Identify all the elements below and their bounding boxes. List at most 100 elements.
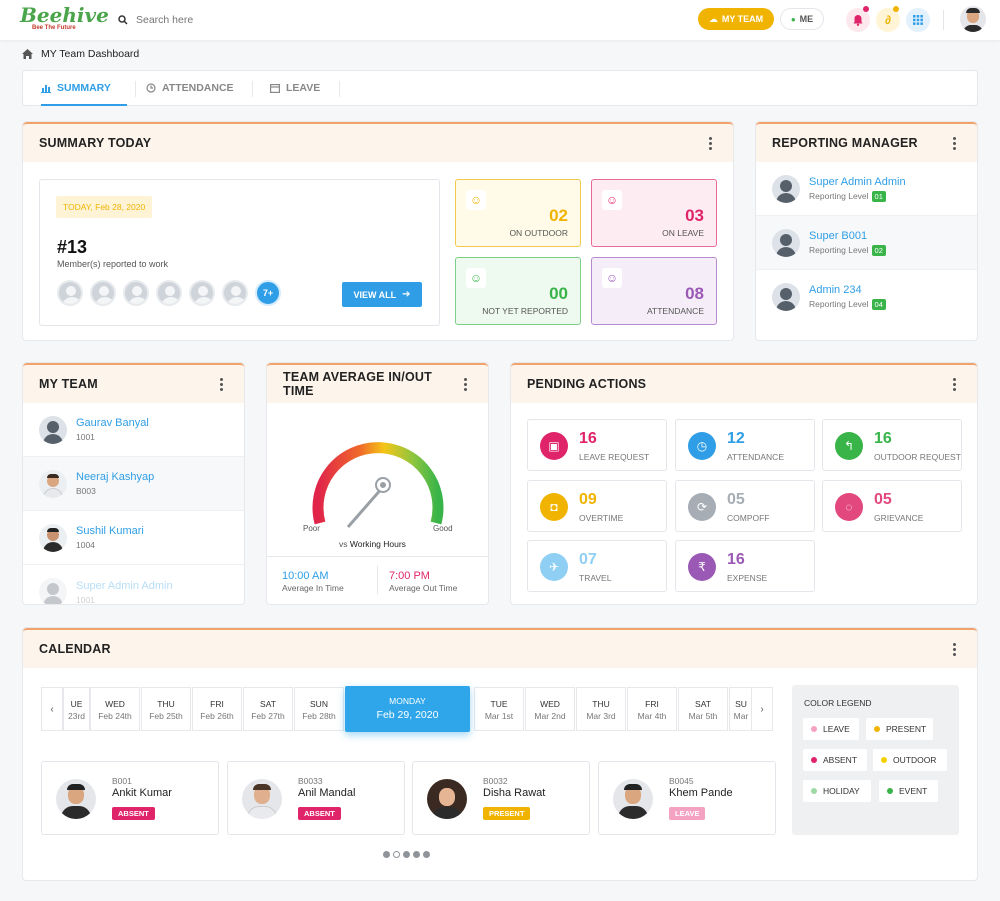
paperclip-icon: ∂	[885, 13, 891, 27]
selected-date-cell[interactable]: MONDAY Feb 29, 2020	[345, 686, 470, 732]
profile-avatar[interactable]	[960, 6, 986, 32]
day-name: THU	[157, 699, 175, 709]
search-input[interactable]	[136, 14, 296, 26]
action-compoff[interactable]: ⟳ 05 COMPOFF	[675, 480, 815, 532]
logo-tagline: Bee The Future	[32, 25, 76, 31]
employee-card[interactable]: B0033 Anil Mandal ABSENT	[227, 761, 405, 835]
team-member-row[interactable]: Gaurav Banyal 1001	[23, 403, 244, 457]
member-avatar[interactable]	[189, 280, 215, 306]
member-name[interactable]: Super Admin Admin	[76, 579, 173, 592]
prev-arrow-button[interactable]: ‹	[41, 687, 63, 731]
logo[interactable]: Beehive Bee The Future	[20, 5, 109, 35]
legend-title: COLOR LEGEND	[804, 698, 872, 708]
stat-label: ON OUTDOOR	[509, 228, 568, 238]
member-name[interactable]: Gaurav Banyal	[76, 417, 149, 429]
avatar	[39, 469, 67, 498]
tab-leave[interactable]: LEAVE	[270, 82, 320, 94]
legend-event: EVENT	[879, 780, 938, 802]
manager-row[interactable]: Super Admin Admin Reporting Level 01	[756, 162, 977, 216]
search-bar[interactable]	[118, 11, 318, 29]
date-cell[interactable]: UE 23rd	[63, 687, 90, 731]
my-team-menu-icon[interactable]	[214, 377, 228, 391]
carousel-dot[interactable]	[393, 851, 400, 858]
manager-name[interactable]: Admin 234	[809, 284, 862, 296]
team-member-row[interactable]: Super Admin Admin 1001	[23, 565, 244, 604]
action-expense[interactable]: ₹ 16 EXPENSE	[675, 540, 815, 592]
action-leave-request[interactable]: ▣ 16 LEAVE REQUEST	[527, 419, 667, 471]
manager-name[interactable]: Super B001	[809, 229, 868, 242]
tab-summary[interactable]: SUMMARY	[41, 82, 111, 94]
date-cell[interactable]: SU Mar	[729, 687, 753, 731]
carousel-dot[interactable]	[423, 851, 430, 858]
member-avatar[interactable]	[156, 280, 182, 306]
employee-card[interactable]: B0045 Khem Pande LEAVE	[598, 761, 776, 835]
employee-avatar	[427, 779, 467, 819]
date-cell[interactable]: THU Mar 3rd	[576, 687, 626, 731]
date-cell[interactable]: WED Mar 2nd	[525, 687, 575, 731]
date-cell[interactable]: SUN Feb 28th	[294, 687, 344, 731]
member-name[interactable]: Sushil Kumari	[76, 525, 144, 537]
stat-on-outdoor[interactable]: ☺ 02 ON OUTDOOR	[455, 179, 581, 247]
carousel-dot[interactable]	[413, 851, 420, 858]
manager-level: Reporting Level 02	[809, 244, 886, 256]
calendar-menu-icon[interactable]	[947, 642, 961, 656]
me-button[interactable]: ● ME	[780, 8, 824, 30]
level-prefix: Reporting Level	[809, 190, 869, 201]
carousel-dot[interactable]	[383, 851, 390, 858]
carousel-dot[interactable]	[403, 851, 410, 858]
team-member-row[interactable]: Sushil Kumari 1004	[23, 511, 244, 565]
date-cell[interactable]: THU Feb 25th	[141, 687, 191, 731]
action-overtime[interactable]: ◘ 09 OVERTIME	[527, 480, 667, 532]
manager-name[interactable]: Super Admin Admin	[809, 175, 906, 188]
home-icon[interactable]	[22, 49, 33, 59]
action-outdoor-request[interactable]: ↰ 16 OUTDOOR REQUEST	[822, 419, 962, 471]
stat-not-yet-reported[interactable]: ☺ 00 NOT YET REPORTED	[455, 257, 581, 325]
date-cell[interactable]: WED Feb 24th	[90, 687, 140, 731]
vs-label: vs	[339, 539, 348, 549]
my-team-label: MY TEAM	[721, 14, 764, 24]
date-cell[interactable]: SAT Feb 27th	[243, 687, 293, 731]
action-grievance[interactable]: ◌ 05 GRIEVANCE	[822, 480, 962, 532]
manager-row[interactable]: Super B001 Reporting Level 02	[756, 216, 977, 270]
pending-actions-menu-icon[interactable]	[947, 377, 961, 391]
reporting-manager-menu-icon[interactable]	[947, 136, 961, 150]
member-avatar[interactable]	[123, 280, 149, 306]
date-strip: ‹ UE 23rd WED Feb 24th THU Feb 25th FRI Feb …	[41, 687, 773, 731]
summary-menu-icon[interactable]	[703, 136, 717, 150]
action-travel[interactable]: ✈ 07 TRAVEL	[527, 540, 667, 592]
date-cell[interactable]: FRI Feb 26th	[192, 687, 242, 731]
day-name: SUN	[310, 699, 328, 709]
day-date: Feb 25th	[149, 711, 183, 721]
apps-button[interactable]	[906, 8, 930, 32]
member-avatar[interactable]	[90, 280, 116, 306]
date-cell[interactable]: SAT Mar 5th	[678, 687, 728, 731]
attachments-button[interactable]: ∂	[876, 8, 900, 32]
action-label: OVERTIME	[579, 513, 624, 523]
manager-level: Reporting Level 04	[809, 299, 886, 310]
date-cell[interactable]: TUE Mar 1st	[474, 687, 524, 731]
employee-card[interactable]: B0032 Disha Rawat PRESENT	[412, 761, 590, 835]
view-all-button[interactable]: VIEW ALL ➔	[342, 282, 422, 307]
employee-card[interactable]: B001 Ankit Kumar ABSENT	[41, 761, 219, 835]
stat-on-leave[interactable]: ☺ 03 ON LEAVE	[591, 179, 717, 247]
notifications-button[interactable]	[846, 8, 870, 32]
day-name: WED	[540, 699, 560, 709]
member-name[interactable]: Neeraj Kashyap	[76, 471, 155, 483]
calendar-title: CALENDAR	[39, 642, 111, 656]
legend-absent: ABSENT	[803, 749, 867, 771]
next-arrow-button[interactable]: ›	[751, 687, 773, 731]
team-member-row[interactable]: Neeraj Kashyap B003	[23, 457, 244, 511]
stat-attendance[interactable]: ☺ 08 ATTENDANCE	[591, 257, 717, 325]
tab-attendance[interactable]: ATTENDANCE	[146, 82, 234, 94]
my-team-button[interactable]: ☁ MY TEAM	[698, 8, 774, 30]
member-avatar[interactable]	[57, 280, 83, 306]
date-cell[interactable]: FRI Mar 4th	[627, 687, 677, 731]
more-members-badge[interactable]: 7+	[255, 280, 281, 306]
manager-row[interactable]: Admin 234 Reporting Level 04	[756, 270, 977, 324]
member-avatar[interactable]	[222, 280, 248, 306]
team-icon: ☁	[708, 13, 718, 24]
action-label: TRAVEL	[579, 573, 612, 583]
notification-dot	[863, 6, 869, 12]
action-attendance[interactable]: ◷ 12 ATTENDANCE	[675, 419, 815, 471]
team-average-menu-icon[interactable]	[459, 377, 472, 391]
